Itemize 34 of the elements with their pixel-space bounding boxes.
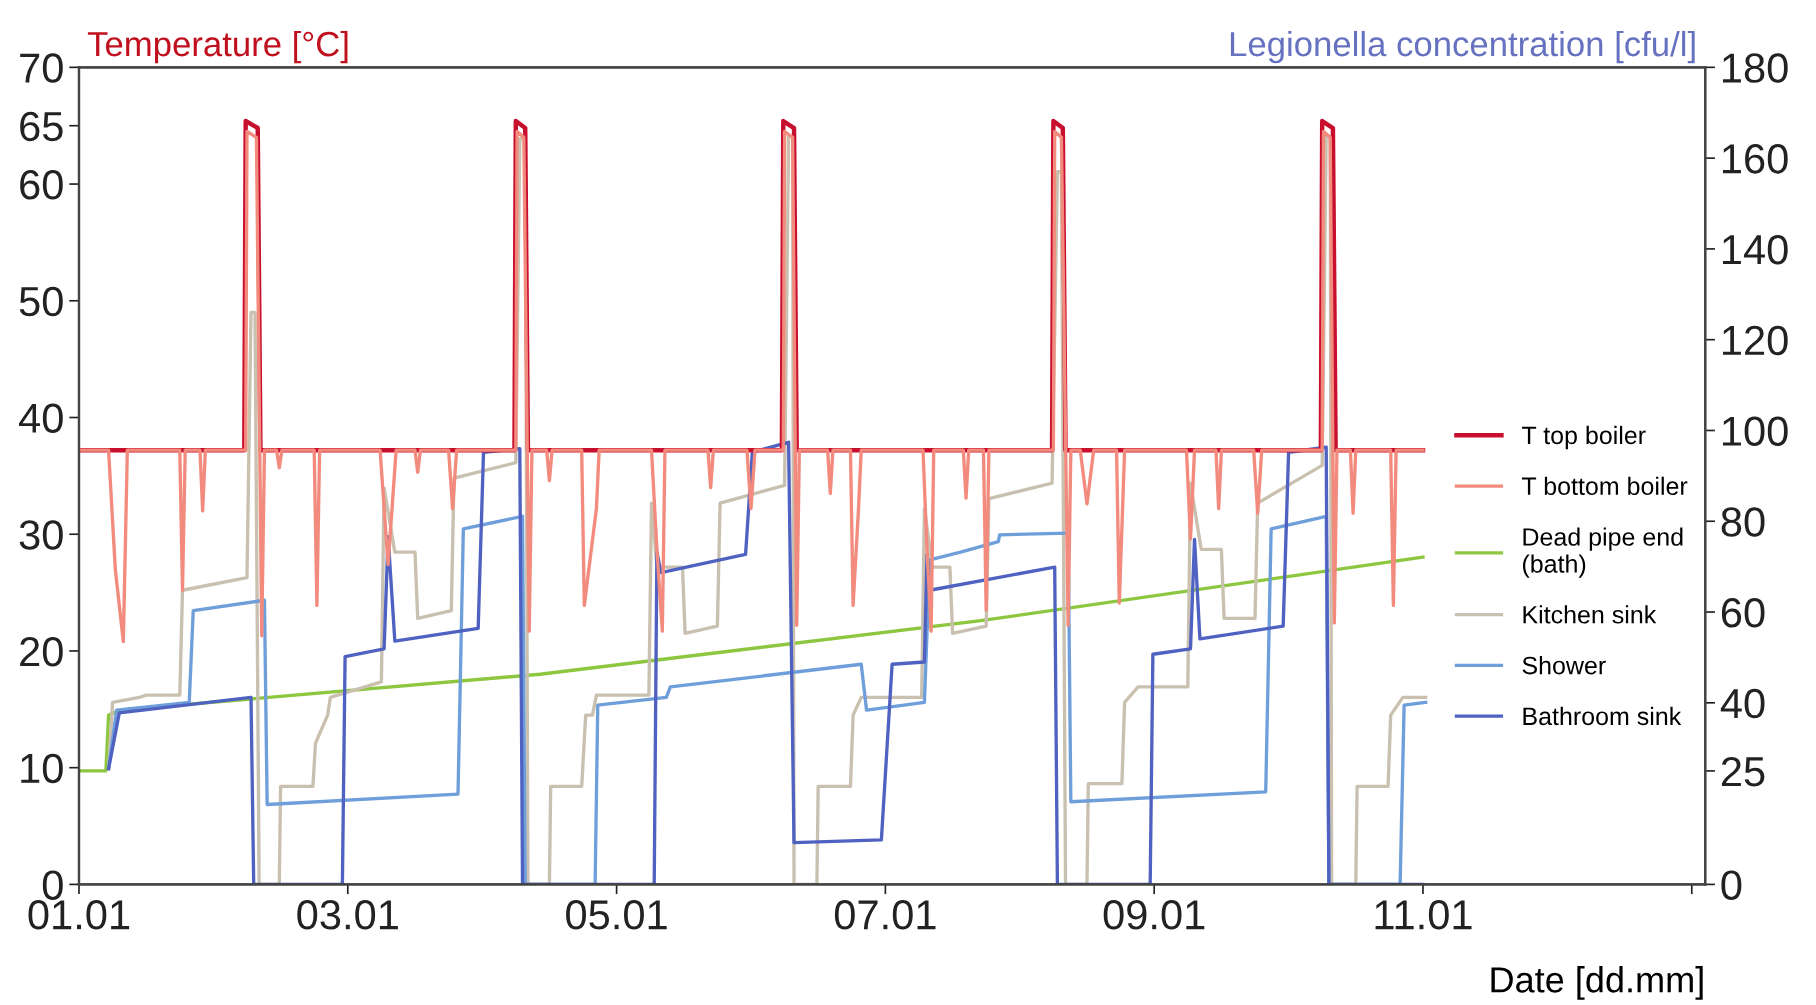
legend-label: T top boiler [1522, 425, 1646, 450]
y2-tick-label: 100 [1722, 416, 1788, 446]
y-tick-label: 60 [20, 170, 63, 200]
y-tick-label: 50 [19, 286, 63, 317]
y-tick-label: 65 [20, 111, 63, 142]
y-tick-label: 40 [19, 403, 63, 434]
x-tick-label: 07.01 [834, 900, 936, 930]
x-axis-title: Date [dd.mm] [1491, 966, 1703, 1000]
y2-tick-label: 0 [1721, 870, 1742, 900]
y2-tick-label: 80 [1721, 507, 1765, 537]
x-tick-label: 11.01 [1375, 900, 1472, 930]
legend-label: T bottom boiler [1522, 476, 1688, 496]
y-tick-label: 30 [19, 520, 63, 550]
y2-tick-label: 180 [1722, 53, 1788, 83]
legend-label: Dead pipe end (bath) [1522, 527, 1683, 578]
x-tick-label: 03.01 [297, 900, 398, 930]
y-tick-label: 0 [42, 870, 63, 900]
y-tick-label: 70 [20, 53, 63, 83]
legend-label: Shower [1522, 656, 1606, 675]
legend-label: Bathroom sink [1523, 706, 1682, 726]
y2-tick-label: 25 [1721, 756, 1765, 787]
y2-tick-label: 140 [1722, 234, 1788, 265]
y2-tick-label: 120 [1722, 325, 1788, 356]
y2-axis-title: Legionella concentration [cfu/l] [1230, 30, 1695, 64]
y2-tick-label: 60 [1721, 598, 1765, 628]
y2-tick-label: 40 [1720, 688, 1765, 719]
y-tick-label: 10 [21, 753, 63, 784]
y-axis-title: Temperature [°C] [87, 30, 348, 64]
y-tick-label: 20 [20, 636, 63, 667]
legend-label: Kitchen sink [1523, 605, 1657, 624]
x-tick-label: 01.01 [28, 900, 130, 930]
y2-tick-label: 160 [1722, 144, 1788, 174]
x-tick-label: 09.01 [1103, 900, 1205, 930]
x-tick-label: 05.01 [566, 900, 667, 930]
